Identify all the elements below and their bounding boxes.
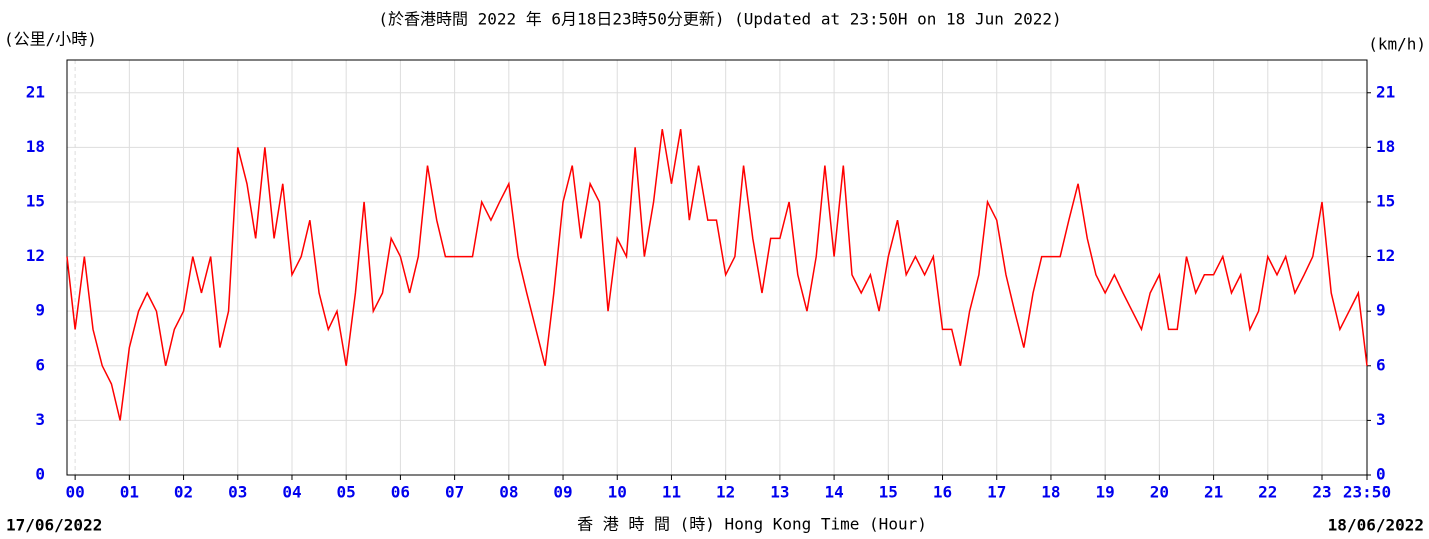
y-tick-label: 12 <box>26 246 45 265</box>
y-tick-label: 21 <box>26 82 45 101</box>
chart-title: (於香港時間 2022 年 6月18日23時50分更新) (Updated at… <box>378 10 1061 29</box>
x-tick-label: 15 <box>879 483 898 502</box>
y2-axis-label: (km/h) <box>1368 35 1426 54</box>
x-tick-label: 05 <box>337 483 356 502</box>
data-line <box>66 129 1368 421</box>
x-tick-label: 16 <box>933 483 952 502</box>
x-tick-label: 12 <box>716 483 735 502</box>
y2-tick-label: 3 <box>1376 410 1386 429</box>
x-tick-label: 20 <box>1150 483 1169 502</box>
x-tick-label: 13 <box>770 483 789 502</box>
y-axis-label: (公里/小時) <box>4 30 97 49</box>
x-tick-label: 00 <box>65 483 84 502</box>
y2-tick-label: 9 <box>1376 301 1386 320</box>
x-tick-label: 09 <box>553 483 572 502</box>
x-tick-label: 23:50 <box>1343 483 1391 502</box>
x-tick-label: 11 <box>662 483 681 502</box>
y2-tick-label: 12 <box>1376 246 1395 265</box>
x-tick-label: 17 <box>987 483 1006 502</box>
x-tick-label: 06 <box>391 483 410 502</box>
x-tick-label: 19 <box>1096 483 1115 502</box>
plot-frame <box>66 59 1368 476</box>
y2-tick-label: 6 <box>1376 355 1386 374</box>
x-tick-label: 02 <box>174 483 193 502</box>
x-tick-label: 14 <box>824 483 843 502</box>
y-tick-label: 0 <box>35 465 45 484</box>
x-tick-label: 21 <box>1204 483 1223 502</box>
x-tick-label: 04 <box>282 483 301 502</box>
x-tick-label: 07 <box>445 483 464 502</box>
y2-tick-label: 21 <box>1376 82 1395 101</box>
y2-tick-label: 15 <box>1376 191 1395 210</box>
x-tick-label: 22 <box>1258 483 1277 502</box>
start-date: 17/06/2022 <box>6 516 102 535</box>
x-tick-label: 18 <box>1041 483 1060 502</box>
x-tick-label: 03 <box>228 483 247 502</box>
end-date: 18/06/2022 <box>1328 516 1424 535</box>
x-tick-label: 01 <box>120 483 139 502</box>
y-tick-label: 15 <box>26 191 45 210</box>
x-tick-label: 23 <box>1312 483 1331 502</box>
y2-tick-label: 18 <box>1376 137 1395 156</box>
y-tick-label: 6 <box>35 355 45 374</box>
y-tick-label: 3 <box>35 410 45 429</box>
x-tick-label: 10 <box>608 483 627 502</box>
x-axis-label: 香 港 時 間 (時) Hong Kong Time (Hour) <box>577 515 927 534</box>
x-tick-label: 08 <box>499 483 518 502</box>
y2-tick-label: 0 <box>1376 465 1386 484</box>
y-tick-label: 18 <box>26 137 45 156</box>
y-tick-label: 9 <box>35 301 45 320</box>
